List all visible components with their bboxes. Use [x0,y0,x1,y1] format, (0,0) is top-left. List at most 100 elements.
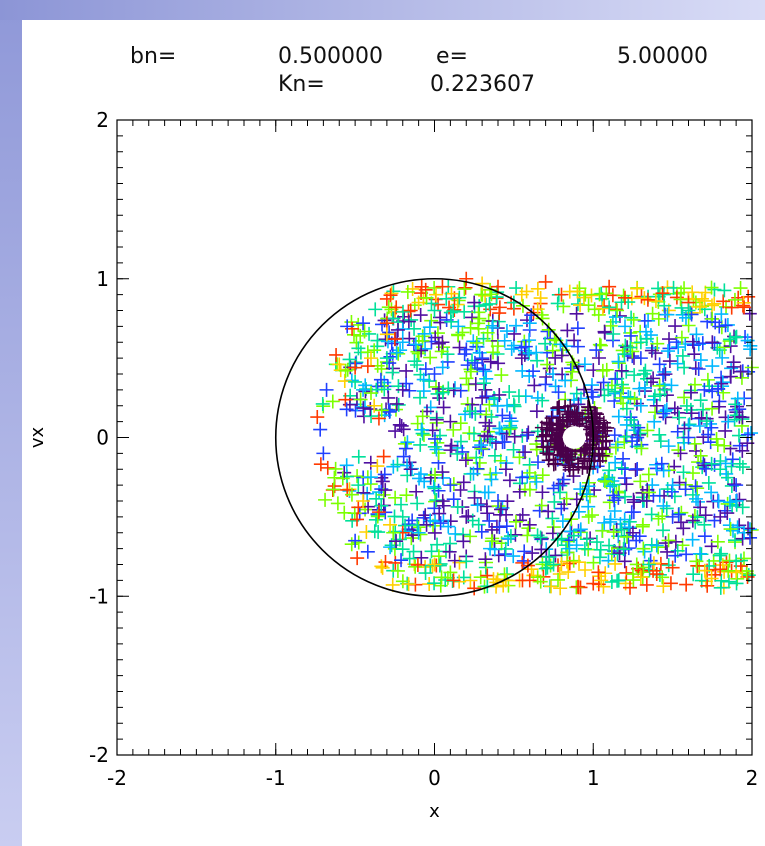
scatter-point [509,281,524,296]
scatter-point [636,366,651,381]
scatter-point [693,448,708,463]
scatter-point-series-1 [446,573,461,588]
scatter-point [402,383,417,398]
scatter-point [393,343,408,358]
scatter-point [698,508,713,523]
scatter-point [476,362,491,377]
scatter-point [508,514,523,529]
scatter-point [473,497,488,512]
scatter-point-series-6 [729,478,744,493]
scatter-point [569,306,584,321]
scatter-point [701,475,716,490]
scatter-point [531,455,546,470]
scatter-point [686,567,701,582]
scatter-point [522,465,537,480]
scatter-point [552,567,567,582]
scatter-point [410,496,425,511]
scatter-point [677,281,692,296]
scatter-point [525,546,540,561]
scatter-point [407,354,422,369]
scatter-point-series-4 [379,351,394,366]
scatter-point [408,559,423,574]
scatter-point [717,340,732,355]
scatter-point [640,423,655,438]
scatter-point [679,398,694,413]
scatter-point [535,468,550,483]
scatter-point [689,491,704,506]
scatter-point [597,324,612,339]
scatter-point [337,465,352,480]
scatter-point [630,430,645,445]
scatter-point [417,326,432,341]
scatter-point-series-4 [395,509,410,524]
scatter-point [550,532,565,547]
scatter-point [710,534,725,549]
scatter-point [616,451,631,466]
scatter-point [463,320,478,335]
scatter-point-series-1 [586,576,601,591]
scatter-point [581,479,596,494]
scatter-point [406,528,421,543]
scatter-point [567,333,582,348]
scatter-point [553,337,568,352]
scatter-point [716,294,731,309]
scatter-point [685,334,700,349]
scatter-point [382,404,397,419]
scatter-point [535,485,550,500]
scatter-point [705,311,720,326]
scatter-point [401,314,416,329]
scatter-point [644,507,659,522]
scatter-point [671,443,686,458]
scatter-point [712,548,727,563]
scatter-point [396,449,411,464]
scatter-point [491,356,506,371]
y-tick-label: -2 [89,743,109,767]
scatter-point-series-4 [459,554,474,569]
scatter-point [511,389,526,404]
scatter-point [704,280,719,295]
scatter-point [694,291,709,306]
scatter-point [313,457,328,472]
scatter-point [429,412,444,427]
scatter-point [515,555,530,570]
scatter-point-series-1 [467,581,482,596]
scatter-point [611,409,626,424]
scatter-point-series-5 [665,478,680,493]
scatter-point [529,345,544,360]
scatter-point [732,456,747,471]
scatter-point [707,282,722,297]
scatter-point [540,357,555,372]
core-ring-point [594,440,609,455]
scatter-point-series-6 [319,382,334,397]
scatter-point-series-2 [427,557,442,572]
core-ring-point [545,423,560,438]
scatter-point [502,422,517,437]
scatter-point [466,426,481,441]
scatter-point-series-5 [689,327,704,342]
scatter-point [704,420,719,435]
scatter-point-series-7 [514,351,529,366]
scatter-point [436,400,451,415]
core-ring-point [575,411,590,426]
scatter-point [522,333,537,348]
scatter-point [725,452,740,467]
scatter-point-series-6 [618,462,632,477]
scatter-point [478,552,493,567]
scatter-point [541,322,556,337]
scatter-point [668,534,683,549]
scatter-point [555,514,570,529]
scatter-point-series-5 [618,319,632,334]
scatter-point [658,367,673,382]
scatter-point [642,485,657,500]
scatter-point [718,318,733,333]
scatter-point [691,362,706,377]
scatter-point [542,361,557,376]
scatter-point [435,465,450,480]
scatter-point [710,437,725,452]
scatter-point [476,376,491,391]
scatter-point [696,455,711,470]
scatter-point [711,382,726,397]
scatter-point [656,406,671,421]
scatter-point-series-6 [360,544,375,559]
scatter-point [495,408,510,423]
